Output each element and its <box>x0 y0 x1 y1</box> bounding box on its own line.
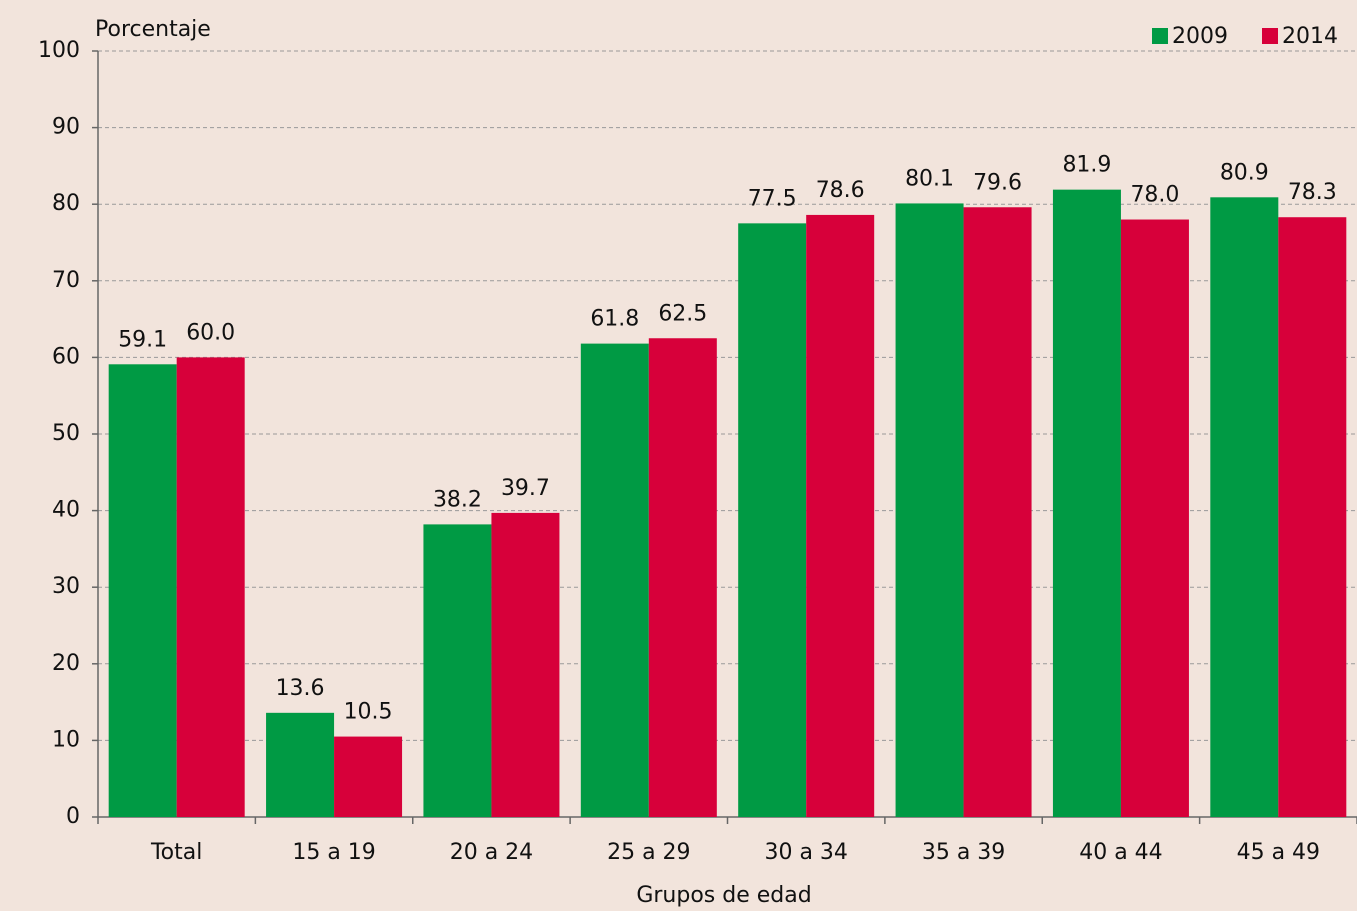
x-tick-label: 35 a 39 <box>922 840 1005 865</box>
x-tick-label: 30 a 34 <box>764 840 847 865</box>
bar <box>1278 217 1347 818</box>
value-label: 10.5 <box>344 700 393 725</box>
y-tick-label: 0 <box>66 804 80 829</box>
y-tick-label: 30 <box>52 574 80 599</box>
y-axis-label: Porcentaje <box>95 17 211 42</box>
value-label: 78.0 <box>1130 183 1179 208</box>
x-tick-label: 40 a 44 <box>1079 840 1162 865</box>
value-label: 13.6 <box>276 676 325 701</box>
x-tick-label: 15 a 19 <box>292 840 375 865</box>
bar <box>963 207 1032 817</box>
value-label: 59.1 <box>118 327 167 352</box>
value-label: 77.5 <box>748 186 797 211</box>
legend-swatch <box>1262 28 1278 44</box>
y-tick-label: 70 <box>52 268 80 293</box>
bar <box>648 338 717 817</box>
value-label: 78.3 <box>1288 180 1337 205</box>
legend-label: 2014 <box>1282 24 1338 49</box>
y-tick-label: 100 <box>38 38 80 63</box>
value-label: 62.5 <box>658 301 707 326</box>
y-tick-label: 10 <box>52 727 80 752</box>
legend-swatch <box>1152 28 1168 44</box>
bar <box>266 712 335 817</box>
bar <box>176 357 245 817</box>
bar <box>895 203 964 817</box>
legend-label: 2009 <box>1172 24 1228 49</box>
bar <box>491 512 560 817</box>
y-tick-label: 60 <box>52 344 80 369</box>
bar <box>334 736 403 817</box>
y-tick-label: 80 <box>52 191 80 216</box>
value-label: 61.8 <box>590 307 639 332</box>
bar <box>738 223 807 818</box>
value-label: 60.0 <box>186 320 235 345</box>
y-tick-label: 90 <box>52 115 80 140</box>
value-label: 81.9 <box>1062 153 1111 178</box>
value-label: 78.6 <box>816 178 865 203</box>
value-label: 80.9 <box>1220 160 1269 185</box>
bar <box>423 524 492 817</box>
x-tick-label: 20 a 24 <box>450 840 533 865</box>
bar <box>1210 197 1279 817</box>
value-label: 80.1 <box>905 166 954 191</box>
y-tick-label: 40 <box>52 498 80 523</box>
bar <box>108 364 177 817</box>
bar <box>580 343 649 817</box>
bar <box>806 214 875 817</box>
value-label: 79.6 <box>973 170 1022 195</box>
value-label: 38.2 <box>433 487 482 512</box>
x-tick-label: 25 a 29 <box>607 840 690 865</box>
y-tick-label: 20 <box>52 651 80 676</box>
value-label: 39.7 <box>501 476 550 501</box>
x-tick-label: Total <box>150 840 202 865</box>
bar <box>1052 189 1121 817</box>
y-tick-label: 50 <box>52 421 80 446</box>
x-tick-label: 45 a 49 <box>1237 840 1320 865</box>
x-axis-label: Grupos de edad <box>636 883 811 908</box>
bar <box>1120 219 1189 817</box>
